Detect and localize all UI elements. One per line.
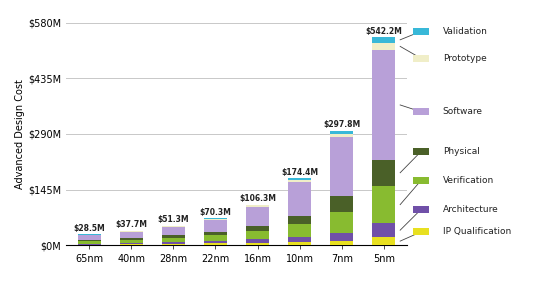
Bar xyxy=(330,241,353,245)
Bar xyxy=(288,242,311,245)
Bar xyxy=(330,131,353,134)
Text: $106.3M: $106.3M xyxy=(239,194,276,203)
Bar xyxy=(330,196,353,212)
Text: $28.5M: $28.5M xyxy=(73,224,105,233)
Bar xyxy=(246,231,269,239)
Bar xyxy=(204,232,227,235)
Bar xyxy=(372,186,395,223)
Bar xyxy=(330,212,353,233)
Text: $37.7M: $37.7M xyxy=(116,220,147,229)
Text: $297.8M: $297.8M xyxy=(323,120,360,129)
Text: Architecture: Architecture xyxy=(443,205,498,214)
Bar xyxy=(204,235,227,241)
Bar xyxy=(288,180,311,182)
Bar xyxy=(78,241,101,244)
Bar xyxy=(162,235,185,238)
Bar xyxy=(372,223,395,237)
Bar xyxy=(162,226,185,227)
Bar xyxy=(162,238,185,242)
Bar xyxy=(288,182,311,216)
Bar xyxy=(120,232,143,238)
Bar xyxy=(162,244,185,245)
Bar xyxy=(162,227,185,235)
Bar xyxy=(246,205,269,207)
Bar xyxy=(330,137,353,196)
Bar xyxy=(372,50,395,160)
Bar xyxy=(288,216,311,224)
Bar xyxy=(78,240,101,241)
Bar xyxy=(246,243,269,245)
Bar xyxy=(372,160,395,186)
Bar xyxy=(246,204,269,205)
Bar xyxy=(246,239,269,243)
Y-axis label: Advanced Design Cost: Advanced Design Cost xyxy=(15,79,25,189)
Bar xyxy=(120,231,143,232)
Bar xyxy=(120,238,143,240)
Bar xyxy=(162,242,185,244)
Bar xyxy=(78,234,101,235)
Text: $51.3M: $51.3M xyxy=(157,215,189,224)
Bar xyxy=(120,240,143,243)
Text: $70.3M: $70.3M xyxy=(200,208,232,217)
Bar xyxy=(204,243,227,245)
Bar xyxy=(372,43,395,50)
Text: Validation: Validation xyxy=(443,27,488,36)
Bar xyxy=(288,224,311,237)
Text: $542.2M: $542.2M xyxy=(365,27,402,36)
Bar xyxy=(246,207,269,226)
Bar xyxy=(330,134,353,137)
Bar xyxy=(330,233,353,241)
Bar xyxy=(204,220,227,232)
Text: $174.4M: $174.4M xyxy=(281,168,318,177)
Bar xyxy=(120,244,143,245)
Text: Prototype: Prototype xyxy=(443,54,487,63)
Text: Verification: Verification xyxy=(443,176,494,185)
Bar xyxy=(288,178,311,180)
Bar xyxy=(288,237,311,242)
Bar xyxy=(78,244,101,245)
Bar xyxy=(204,219,227,220)
Bar xyxy=(78,235,101,240)
Bar xyxy=(372,237,395,245)
Bar xyxy=(120,243,143,244)
Text: Software: Software xyxy=(443,107,483,116)
Bar xyxy=(246,226,269,231)
Text: IP Qualification: IP Qualification xyxy=(443,228,511,237)
Text: Physical: Physical xyxy=(443,147,480,156)
Bar xyxy=(204,241,227,243)
Bar xyxy=(372,37,395,43)
Bar xyxy=(204,218,227,219)
